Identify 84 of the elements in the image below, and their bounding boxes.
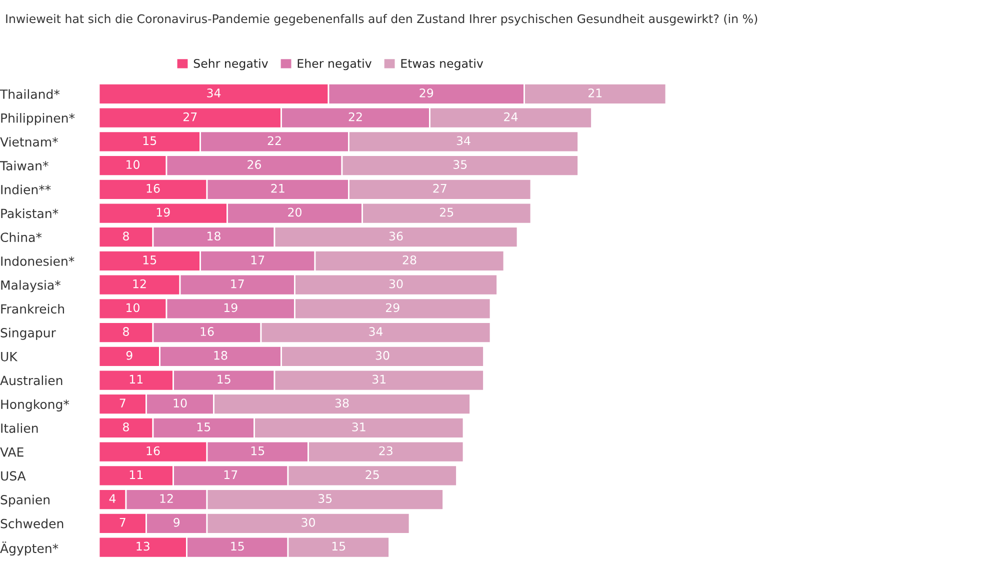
y-tick-label: Schweden: [0, 518, 64, 528]
data-label: 22: [268, 136, 281, 145]
y-tick-label: China*: [0, 232, 42, 242]
data-label: 17: [231, 279, 244, 288]
data-label: 12: [160, 494, 173, 503]
data-label: 15: [143, 136, 156, 146]
data-label: 16: [146, 446, 160, 456]
data-label: 15: [218, 374, 230, 384]
data-label: 29: [420, 88, 434, 98]
data-label: 23: [379, 446, 392, 456]
chart-subtitle: Inwieweit hat sich die Coronavirus-Pandemie gegebenenfalls auf den Zustand Ihrer psychischen Gesundheit ausgewirkt? (in %): [6, 14, 758, 26]
data-label: 4: [109, 494, 116, 503]
y-tick-label: Taiwan*: [0, 160, 48, 170]
data-label: 20: [288, 208, 302, 217]
data-label: 8: [123, 327, 129, 336]
y-tick-label: Indonesien*: [1, 256, 74, 266]
y-tick-label: UK: [1, 352, 18, 362]
data-label: 38: [335, 398, 349, 408]
y-tick-label: Hongkong*: [1, 399, 70, 412]
y-tick-label: Philippinen*: [1, 113, 75, 126]
data-label: 21: [271, 184, 284, 193]
data-label: 31: [372, 374, 386, 384]
data-label: 15: [332, 542, 346, 551]
data-label: 17: [251, 256, 264, 264]
y-tick-label: Thailand*: [0, 89, 60, 99]
data-label: 21: [588, 88, 602, 98]
data-label: 19: [156, 208, 170, 217]
data-label: 9: [174, 518, 180, 527]
data-label: 25: [440, 208, 454, 217]
data-label: 8: [123, 232, 129, 241]
y-tick-label: Ägypten*: [0, 542, 58, 556]
data-label: 15: [197, 422, 210, 432]
y-tick-label: Spanien: [0, 494, 50, 507]
data-label: 15: [231, 542, 244, 551]
y-tick-label: Singapur: [0, 328, 56, 340]
legend-label: Etwas negativ: [401, 58, 484, 70]
data-label: 26: [248, 160, 262, 169]
data-label: 18: [214, 350, 228, 360]
data-label: 15: [251, 446, 264, 456]
data-label: 27: [183, 112, 197, 122]
data-label: 9: [126, 350, 132, 360]
data-label: 10: [126, 160, 140, 169]
legend-label: Eher negativ: [298, 58, 372, 70]
y-tick-label: Italien: [1, 423, 38, 433]
data-label: 13: [136, 542, 150, 551]
data-label: 35: [318, 494, 332, 503]
data-label: 34: [456, 136, 470, 146]
data-label: 34: [207, 88, 221, 98]
y-tick-label: Pakistan*: [1, 208, 58, 218]
data-label: 15: [143, 256, 156, 264]
data-label: 36: [389, 232, 403, 241]
data-label: 25: [366, 470, 379, 480]
data-label: 18: [208, 232, 220, 241]
y-tick-label: USA: [1, 471, 26, 481]
data-label: 16: [200, 327, 214, 336]
data-label: 8: [123, 422, 129, 432]
data-label: 30: [376, 350, 390, 360]
data-label: 12: [133, 279, 146, 288]
data-label: 28: [402, 255, 416, 264]
legend-label: Sehr negativ: [194, 58, 268, 70]
data-label: 19: [224, 303, 238, 312]
y-tick-label: VAE: [0, 447, 24, 457]
data-label: 11: [130, 470, 143, 479]
data-label: 7: [120, 398, 126, 408]
data-label: 16: [146, 184, 160, 193]
data-label: 29: [386, 303, 400, 312]
data-label: 24: [504, 112, 518, 122]
data-label: 30: [302, 518, 315, 527]
data-label: 7: [120, 518, 126, 527]
data-label: 30: [389, 279, 403, 288]
y-tick-label: Frankreich: [1, 304, 64, 314]
data-label: 10: [174, 398, 187, 408]
y-tick-label: Vietnam*: [0, 136, 58, 147]
data-label: 34: [369, 327, 383, 336]
y-tick-label: Malaysia*: [1, 280, 60, 292]
data-label: 22: [348, 112, 362, 122]
data-label: 11: [130, 374, 143, 384]
y-tick-label: Indien**: [1, 184, 51, 194]
data-label: 10: [126, 303, 140, 312]
y-tick-label: Australien: [0, 376, 62, 386]
data-label: 35: [454, 160, 467, 169]
data-label: 31: [352, 422, 366, 432]
data-label: 27: [433, 184, 446, 193]
data-label: 17: [224, 470, 238, 479]
